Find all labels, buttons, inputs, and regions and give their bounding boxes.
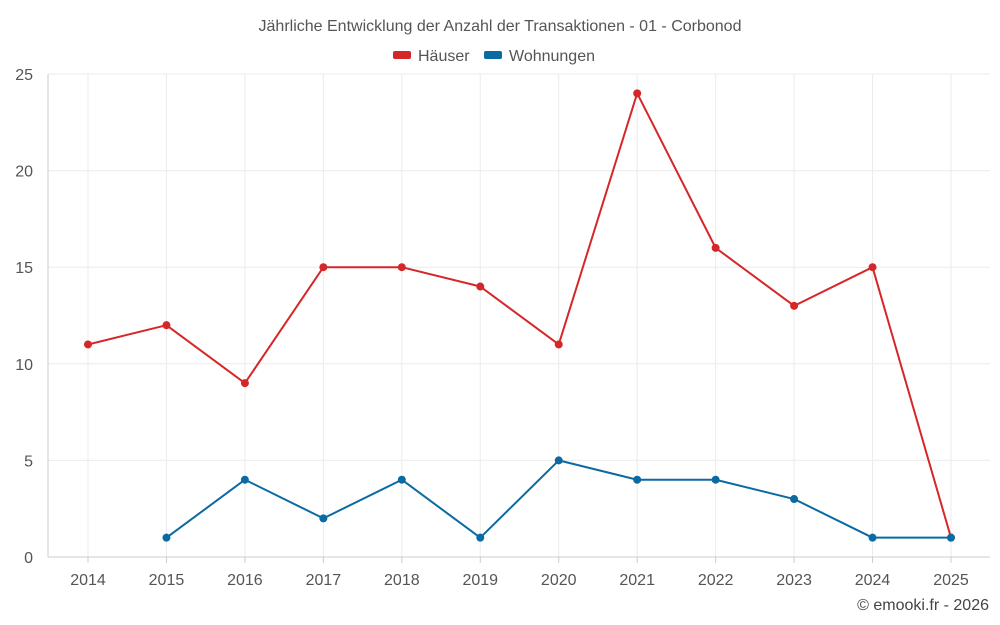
data-point-wohnungen[interactable] xyxy=(633,475,642,484)
data-point-wohnungen[interactable] xyxy=(947,533,955,542)
data-point-wohnungen[interactable] xyxy=(476,533,485,542)
legend-label-wohnungen[interactable]: Wohnungen xyxy=(509,48,595,65)
data-point-hauser[interactable] xyxy=(162,321,171,330)
data-point-hauser[interactable] xyxy=(554,340,563,349)
y-tick-label: 25 xyxy=(15,67,33,84)
y-tick-label: 10 xyxy=(15,357,33,374)
series xyxy=(84,89,955,542)
data-point-hauser[interactable] xyxy=(476,282,485,291)
data-point-hauser[interactable] xyxy=(397,263,406,272)
x-tick-label: 2019 xyxy=(462,572,498,589)
x-tick-label: 2021 xyxy=(619,572,655,589)
x-tick-label: 2017 xyxy=(306,572,342,589)
y-tick-label: 0 xyxy=(24,550,33,567)
x-tick-label: 2024 xyxy=(855,572,891,589)
y-tick-label: 5 xyxy=(24,453,33,470)
chart-title: Jährliche Entwicklung der Anzahl der Tra… xyxy=(259,18,742,35)
data-point-hauser[interactable] xyxy=(84,340,92,349)
y-tick-label: 20 xyxy=(15,164,33,181)
data-point-wohnungen[interactable] xyxy=(868,533,877,542)
data-point-wohnungen[interactable] xyxy=(397,475,406,484)
data-point-wohnungen[interactable] xyxy=(319,514,328,523)
credit-text: © emooki.fr - 2026 xyxy=(857,597,989,614)
data-point-hauser[interactable] xyxy=(711,243,720,252)
data-point-hauser[interactable] xyxy=(633,89,642,98)
x-tick-label: 2015 xyxy=(149,572,185,589)
x-tick-label: 2016 xyxy=(227,572,263,589)
x-tick-label: 2022 xyxy=(698,572,734,589)
x-tick-label: 2018 xyxy=(384,572,420,589)
data-point-hauser[interactable] xyxy=(868,263,877,272)
data-point-wohnungen[interactable] xyxy=(554,456,563,465)
y-tick-label: 15 xyxy=(15,260,33,277)
data-point-hauser[interactable] xyxy=(790,301,799,310)
data-point-hauser[interactable] xyxy=(319,263,328,272)
data-point-wohnungen[interactable] xyxy=(711,475,720,484)
legend-label-hauser[interactable]: Häuser xyxy=(418,48,470,65)
legend: Häuser Wohnungen xyxy=(393,48,595,65)
x-tick-label: 2014 xyxy=(70,572,106,589)
series-line-hauser xyxy=(87,92,952,538)
x-tick-label: 2023 xyxy=(776,572,812,589)
x-tick-label: 2020 xyxy=(541,572,577,589)
data-point-wohnungen[interactable] xyxy=(162,533,171,542)
data-point-hauser[interactable] xyxy=(240,379,249,388)
legend-swatch-hauser xyxy=(393,51,411,59)
legend-swatch-wohnungen xyxy=(484,51,502,59)
x-tick-label: 2025 xyxy=(933,572,969,589)
data-point-wohnungen[interactable] xyxy=(240,475,249,484)
data-point-wohnungen[interactable] xyxy=(790,495,799,504)
